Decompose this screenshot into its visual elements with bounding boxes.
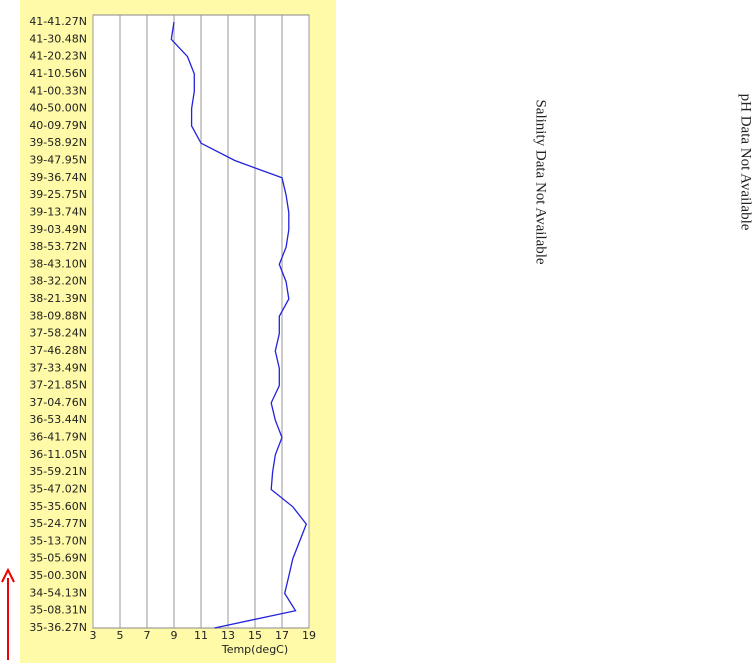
y-tick-label: 39-25.75N [29, 188, 87, 201]
y-tick-label: 40-09.79N [29, 119, 87, 132]
y-tick-label: 38-21.39N [29, 292, 87, 305]
y-tick-label: 39-36.74N [29, 171, 87, 184]
annotation: Salinity Data Not Available [533, 99, 549, 264]
x-tick-label: 5 [117, 629, 124, 642]
x-tick-label: 7 [144, 629, 151, 642]
x-tick-label: 11 [194, 629, 208, 642]
y-tick-label: 39-47.95N [29, 154, 87, 167]
x-tick-label: 13 [221, 629, 235, 642]
y-tick-label: 36-53.44N [29, 413, 87, 426]
y-tick-label: 35-00.30N [29, 569, 87, 582]
y-tick-label: 36-11.05N [29, 448, 87, 461]
y-tick-label: 37-04.76N [29, 396, 87, 409]
y-tick-label: 37-58.24N [29, 327, 87, 340]
y-tick-label: 37-33.49N [29, 361, 87, 374]
y-tick-label: 35-59.21N [29, 465, 87, 478]
y-tick-label: 39-03.49N [29, 223, 87, 236]
y-tick-label: 38-53.72N [29, 240, 87, 253]
y-tick-label: 41-41.27N [29, 15, 87, 28]
y-tick-label: 38-43.10N [29, 257, 87, 270]
y-tick-label: 41-30.48N [29, 32, 87, 45]
arrow-head [1, 567, 15, 583]
y-tick-label: 36-41.79N [29, 431, 87, 444]
y-tick-label: 38-09.88N [29, 309, 87, 322]
y-tick-label: 35-47.02N [29, 482, 87, 495]
y-tick-label: 39-13.74N [29, 205, 87, 218]
y-tick-label: 38-32.20N [29, 275, 87, 288]
y-tick-label: 39-58.92N [29, 136, 87, 149]
x-tick-label: 15 [248, 629, 262, 642]
y-tick-label: 34-54.13N [29, 586, 87, 599]
y-tick-label: 35-05.69N [29, 552, 87, 565]
y-tick-label: 37-21.85N [29, 379, 87, 392]
x-tick-label: 3 [90, 629, 97, 642]
y-tick-label: 41-10.56N [29, 67, 87, 80]
x-tick-label: 19 [302, 629, 316, 642]
y-tick-label: 41-20.23N [29, 50, 87, 63]
y-tick-label: 35-35.60N [29, 500, 87, 513]
y-tick-label: 37-46.28N [29, 344, 87, 357]
y-tick-label: 35-13.70N [29, 534, 87, 547]
temp-line [170, 21, 308, 629]
x-tick-label: 9 [171, 629, 178, 642]
y-tick-label: 35-36.27N [29, 621, 87, 634]
y-tick-label: 35-24.77N [29, 517, 87, 530]
x-axis-label: Temp(degC) [221, 643, 288, 656]
y-tick-label: 41-00.33N [29, 84, 87, 97]
annotation: pH Data Not Available [738, 94, 754, 231]
y-tick-label: 35-08.31N [29, 604, 87, 617]
x-tick-label: 17 [275, 629, 289, 642]
y-tick-label: 40-50.00N [29, 102, 87, 115]
